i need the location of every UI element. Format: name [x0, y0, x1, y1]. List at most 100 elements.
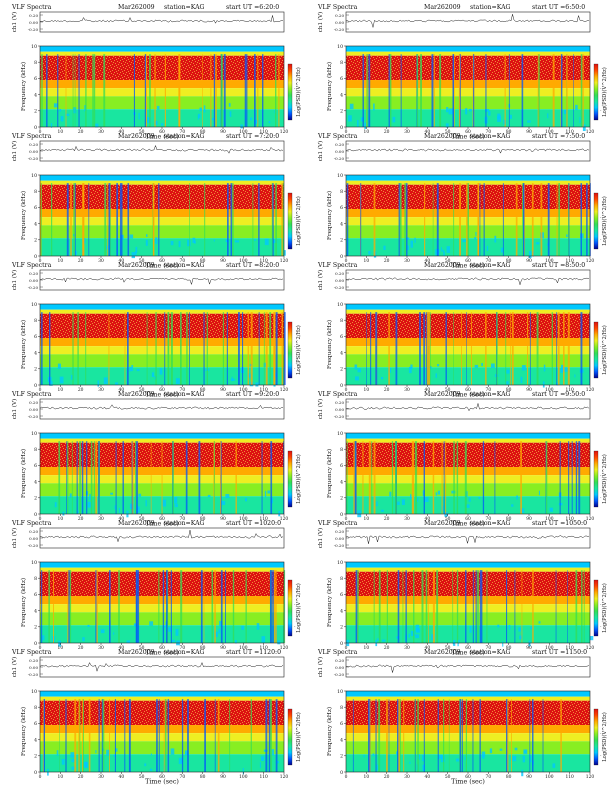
spectrogram-streak: [369, 699, 371, 772]
spectrogram-streak: [71, 441, 73, 514]
freq-tick-label: 2: [34, 625, 37, 631]
spectrogram-spot: [543, 364, 546, 372]
spectrogram-streak: [273, 312, 276, 385]
waveform-trace: [345, 664, 590, 673]
time-tick-label: 80: [506, 130, 512, 135]
spectrogram-streak: [164, 54, 166, 127]
freq-tick-label: 8: [34, 705, 37, 711]
spectrogram-spot: [263, 362, 266, 368]
spectrogram-streak: [508, 54, 510, 127]
spectrogram-spot: [151, 372, 155, 377]
spectrogram-spot: [438, 754, 443, 759]
waveform-ytick-label: 0.00: [335, 149, 344, 154]
spectrogram-streak: [275, 699, 278, 772]
spectrogram-spot: [250, 117, 252, 121]
spectrogram-streak: [115, 441, 117, 514]
spectrogram-spot: [261, 636, 266, 643]
spectrogram-streak: [357, 570, 359, 643]
spectrogram-band: [346, 354, 590, 368]
spectrogram-streak: [166, 570, 168, 643]
time-tick-label: 100: [545, 388, 554, 393]
waveform-ytick-label: -0.20: [334, 285, 345, 290]
spectrogram-streak: [76, 441, 78, 514]
spectrogram-streak: [426, 312, 429, 385]
spectrogram-spot: [103, 377, 108, 384]
time-tick-label: 10: [58, 259, 64, 264]
waveform-ytick-label: 0.20: [335, 658, 344, 663]
colorbar: [287, 63, 293, 121]
spectrogram-streak: [200, 570, 203, 643]
spectra-panel: VLF Spectra Mar262009 station=KAG start UT …: [317, 262, 608, 399]
spectrogram-streak: [150, 441, 152, 514]
spectrogram-streak: [66, 183, 69, 256]
waveform-ytick-label: 0.20: [335, 400, 344, 405]
freq-tick-label: 10: [31, 689, 37, 695]
spectrogram-spot: [538, 490, 540, 496]
spectrogram-spot: [422, 764, 425, 772]
spectrogram-spot: [409, 761, 411, 764]
time-tick-label: 10: [58, 130, 64, 135]
freq-tick-label: 0: [34, 383, 37, 389]
spectrogram-streak: [414, 441, 417, 514]
spectrogram-streak: [425, 570, 428, 643]
time-tick-label: 50: [139, 388, 145, 393]
spectrogram-streak: [423, 699, 425, 772]
panel-start-ut: start UT =9:20:0: [226, 391, 279, 398]
spectrogram-streak: [413, 570, 415, 643]
spectrogram-streak: [90, 441, 93, 514]
spectrogram-streak: [370, 312, 372, 385]
time-tick-label: 80: [200, 130, 206, 135]
spectrogram-streak: [473, 54, 475, 127]
panel-start-ut: start UT =1050:0: [532, 520, 587, 527]
panel-title: VLF Spectra: [317, 649, 358, 656]
spectrogram-spot: [170, 241, 174, 246]
spectrogram-streak: [375, 699, 377, 772]
spectrogram-spot: [415, 624, 420, 632]
spectrogram-streak: [496, 312, 498, 385]
spectrogram-streak: [96, 570, 98, 643]
freq-tick-label: 2: [340, 625, 343, 631]
spectrogram-streak: [161, 441, 163, 514]
spectrogram-band: [346, 567, 590, 572]
time-tick-label: 30: [98, 259, 104, 264]
spectrogram-streak: [275, 312, 278, 385]
time-tick-label: 40: [425, 775, 431, 780]
spectrogram-streak: [43, 699, 45, 772]
spectrogram-band: [346, 612, 590, 626]
spectrogram-spot: [54, 502, 57, 508]
time-tick-label: 40: [119, 517, 125, 522]
colorbar: [593, 321, 599, 379]
spectrogram-spot: [113, 754, 116, 757]
time-tick-label: 60: [465, 517, 471, 522]
time-tick-label: 40: [425, 646, 431, 651]
spectrogram-texture: [346, 700, 590, 726]
spectrogram-spot: [523, 749, 528, 755]
panel-start-ut: start UT =9:50:0: [532, 391, 585, 398]
time-tick-label: 120: [586, 775, 595, 780]
spectrogram-spot: [129, 234, 134, 239]
spectrogram-streak: [568, 441, 570, 514]
spectrogram-streak: [578, 441, 581, 514]
spectrogram-streak: [227, 183, 229, 256]
spectrogram-spot: [589, 636, 594, 641]
spectrogram-spot: [241, 625, 245, 630]
spectrogram-band: [40, 438, 284, 443]
freq-tick-label: 0: [34, 512, 37, 518]
spectrogram-spot: [566, 234, 568, 237]
spectrogram-streak: [355, 570, 358, 643]
spectrogram-spot: [376, 764, 379, 771]
spectrogram-spot: [424, 497, 429, 502]
spectrogram-streak: [520, 441, 522, 514]
spectra-panel: VLF Spectra Mar262009 station=KAG start UT …: [11, 4, 302, 141]
spectrogram-streak: [181, 699, 184, 772]
spectrogram-spot: [110, 492, 113, 495]
colorbar: [593, 192, 599, 250]
time-tick-label: 120: [586, 388, 595, 393]
spectrogram-spot: [381, 377, 384, 380]
spectrogram-spot: [219, 620, 222, 627]
spectrogram-spot: [73, 107, 77, 114]
freq-tick-label: 4: [340, 737, 343, 743]
spectrogram-streak: [103, 54, 106, 127]
time-tick-label: 90: [220, 646, 226, 651]
